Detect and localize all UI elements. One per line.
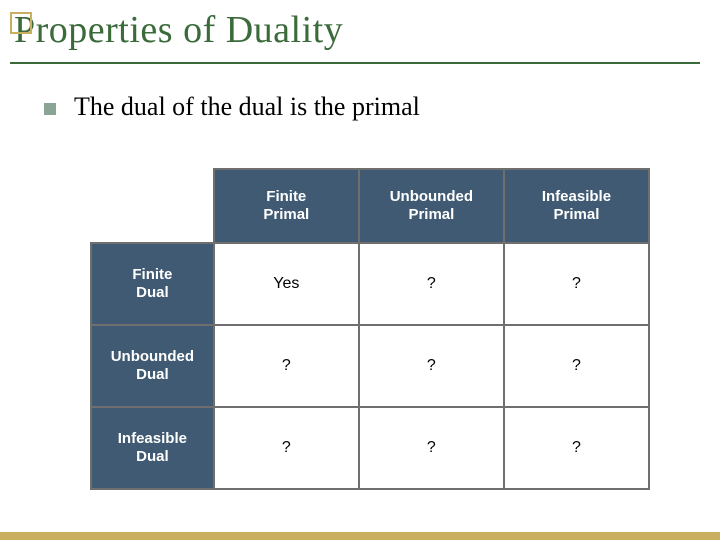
bullet-item: The dual of the dual is the primal: [44, 92, 690, 122]
col-head-finite-primal: Finite Primal: [214, 169, 359, 243]
col-head-unbounded-primal: Unbounded Primal: [359, 169, 504, 243]
cell-unbounded-unbounded: ?: [359, 325, 504, 407]
slide-title: Properties of Duality: [10, 8, 700, 52]
duality-table: Finite Primal Unbounded Primal Infeasibl…: [90, 168, 650, 490]
title-underline: [10, 62, 700, 64]
row-head-line1: Infeasible: [118, 430, 187, 447]
col-head-line1: Unbounded: [390, 188, 473, 205]
bullet-square-icon: [44, 103, 56, 115]
bullet-text: The dual of the dual is the primal: [74, 92, 420, 122]
cell-finite-infeasible: ?: [504, 243, 649, 325]
row-head-line2: Dual: [136, 284, 169, 301]
table-row: Unbounded Dual ? ? ?: [91, 325, 649, 407]
col-head-line2: Primal: [554, 206, 600, 223]
cell-finite-finite: Yes: [214, 243, 359, 325]
table-header-row: Finite Primal Unbounded Primal Infeasibl…: [91, 169, 649, 243]
row-head-line2: Dual: [136, 366, 169, 383]
row-head-line1: Unbounded: [111, 348, 194, 365]
col-head-line2: Primal: [408, 206, 454, 223]
col-head-infeasible-primal: Infeasible Primal: [504, 169, 649, 243]
cell-unbounded-finite: ?: [214, 325, 359, 407]
cell-unbounded-infeasible: ?: [504, 325, 649, 407]
footer-accent-bar: [0, 532, 720, 540]
col-head-line1: Finite: [266, 188, 306, 205]
col-head-line1: Infeasible: [542, 188, 611, 205]
col-head-line2: Primal: [263, 206, 309, 223]
accent-box-icon: [10, 12, 32, 34]
row-head-line1: Finite: [132, 266, 172, 283]
cell-infeasible-finite: ?: [214, 407, 359, 489]
table-row: Finite Dual Yes ? ?: [91, 243, 649, 325]
row-head-finite-dual: Finite Dual: [91, 243, 214, 325]
row-head-unbounded-dual: Unbounded Dual: [91, 325, 214, 407]
row-head-infeasible-dual: Infeasible Dual: [91, 407, 214, 489]
cell-finite-unbounded: ?: [359, 243, 504, 325]
cell-infeasible-infeasible: ?: [504, 407, 649, 489]
table-grid: Finite Primal Unbounded Primal Infeasibl…: [90, 168, 650, 490]
title-area: Properties of Duality: [10, 8, 700, 52]
table-corner-empty: [91, 169, 214, 243]
slide: Properties of Duality The dual of the du…: [0, 0, 720, 540]
row-head-line2: Dual: [136, 448, 169, 465]
cell-infeasible-unbounded: ?: [359, 407, 504, 489]
table-row: Infeasible Dual ? ? ?: [91, 407, 649, 489]
